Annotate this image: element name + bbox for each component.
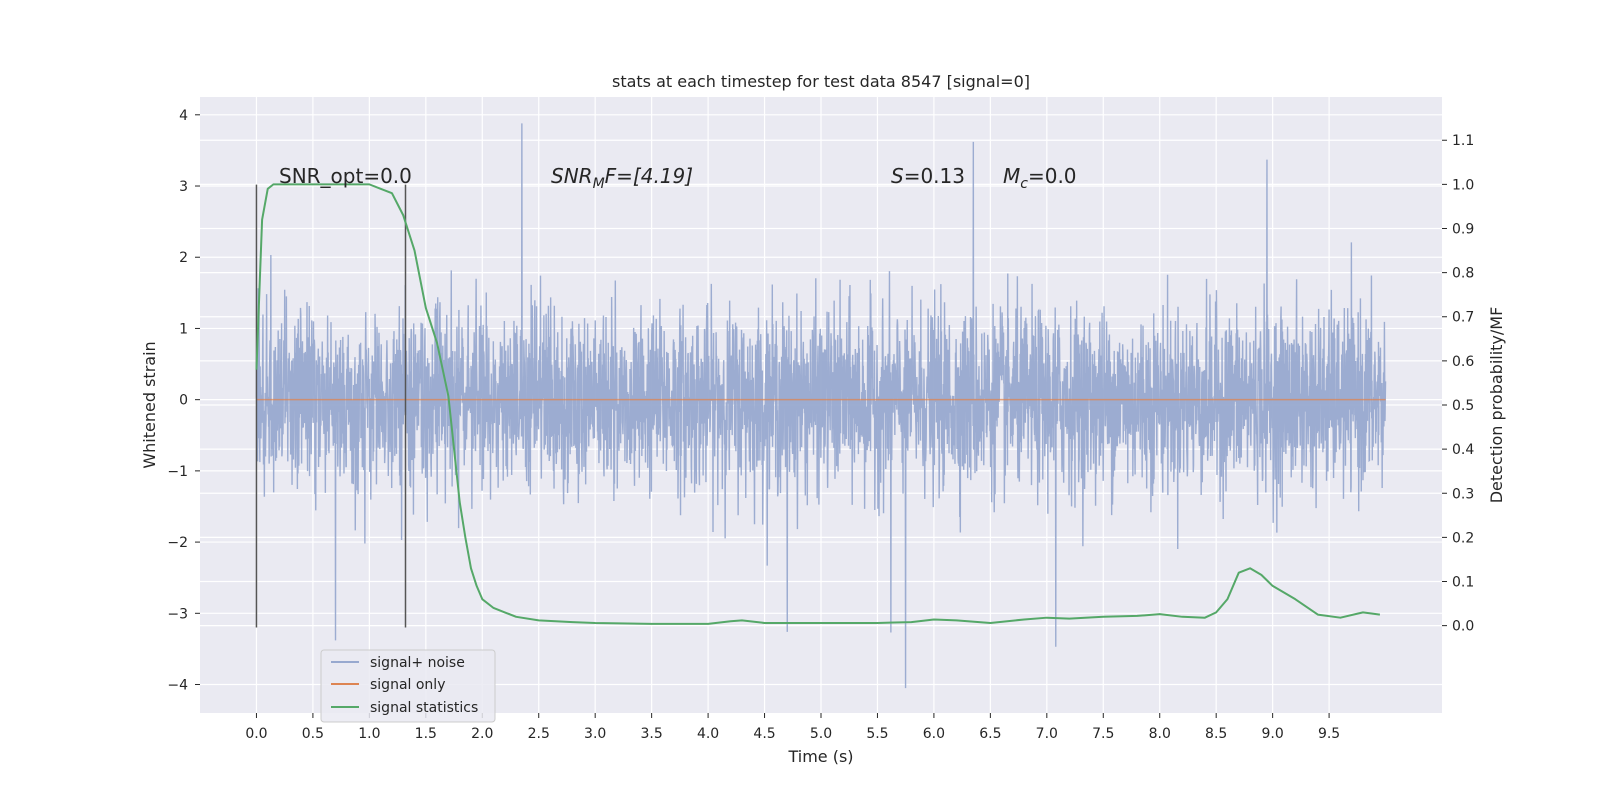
annotation-s-value: =0.13: [904, 164, 965, 188]
annotation-mc-value: =0.0: [1028, 164, 1077, 188]
y2-tick-label: 0.8: [1452, 266, 1474, 282]
y2-tick-label: 0.0: [1452, 619, 1474, 635]
x-tick-label: 1.0: [358, 726, 380, 742]
x-tick-label: 3.5: [641, 726, 663, 742]
y2-tick-label: 0.2: [1452, 530, 1474, 546]
signal-statistics-line: [255, 183, 1381, 625]
series-signal-statistics: [255, 183, 1381, 625]
annotation-snr-mf: SNRMF=[4.19]: [551, 164, 693, 192]
y2-axis-label: Detection probability/MF: [1487, 307, 1506, 504]
x-axis-label: Time (s): [787, 747, 853, 766]
x-tick-label: 9.5: [1318, 726, 1340, 742]
y-tick-label: −4: [167, 678, 188, 694]
y-tick-label: 2: [179, 250, 188, 266]
legend: signal+ noise signal only signal statist…: [320, 649, 496, 723]
annotation-snr-mf-subscript: M: [593, 176, 605, 192]
y2-tick-label: 0.9: [1452, 221, 1474, 237]
left-y-axis-ticks: 4 3 2 1 0 −1 −2 −3 −4: [167, 108, 200, 694]
y2-tick-label: 0.5: [1452, 398, 1474, 414]
y2-tick-label: 0.4: [1452, 442, 1474, 458]
y2-tick-label: 0.7: [1452, 310, 1474, 326]
annotation-mc-subscript: c: [1020, 176, 1028, 192]
x-tick-label: 9.0: [1262, 726, 1284, 742]
annotation-snr-mf-value: F=[4.19]: [605, 164, 693, 188]
right-y-axis-ticks: 1.1 1.0 0.9 0.8 0.7 0.6 0.5 0.4 0.3 0.2 0.1 0.0: [1442, 133, 1474, 635]
y-tick-label: 0: [179, 393, 188, 409]
x-tick-label: 8.5: [1205, 726, 1227, 742]
chart-title: stats at each timestep for test data 854…: [612, 72, 1030, 91]
legend-box: [320, 649, 496, 723]
x-tick-label: 1.5: [415, 726, 437, 742]
x-tick-label: 7.0: [1036, 726, 1058, 742]
legend-label-signal-statistics: signal statistics: [370, 700, 478, 716]
annotation-snr-mf-symbol: SNR: [551, 164, 593, 188]
y-tick-label: 3: [179, 179, 188, 195]
legend-label-signal-noise: signal+ noise: [370, 655, 465, 671]
y2-tick-label: 0.6: [1452, 354, 1474, 370]
x-tick-label: 4.5: [753, 726, 775, 742]
x-tick-label: 0.0: [245, 726, 267, 742]
y2-tick-label: 0.1: [1452, 575, 1474, 591]
x-tick-label: 2.0: [471, 726, 493, 742]
x-tick-label: 3.0: [584, 726, 606, 742]
legend-label-signal-only: signal only: [370, 677, 445, 693]
x-tick-label: 6.5: [979, 726, 1001, 742]
annotation-s-symbol: S: [891, 164, 904, 188]
x-tick-label: 0.5: [302, 726, 324, 742]
annotation-s: S=0.13: [891, 164, 965, 188]
x-axis-ticks: 0.0 0.5 1.0 1.5 2.0 2.5 3.0 3.5 4.0 4.5 5.0 5.5 6.0 6…: [245, 713, 1340, 742]
y-tick-label: 1: [179, 321, 188, 337]
y2-tick-label: 1.1: [1452, 133, 1474, 149]
annotation-mc-symbol: M: [1003, 164, 1020, 188]
y-tick-label: −1: [167, 464, 188, 480]
y-tick-label: 4: [179, 108, 188, 124]
x-tick-label: 2.5: [528, 726, 550, 742]
vertical-markers: [255, 184, 407, 628]
x-tick-label: 8.0: [1149, 726, 1171, 742]
y-tick-label: −2: [167, 535, 188, 551]
x-tick-label: 6.0: [923, 726, 945, 742]
x-tick-label: 7.5: [1092, 726, 1114, 742]
x-tick-label: 5.0: [810, 726, 832, 742]
x-tick-label: 5.5: [866, 726, 888, 742]
y-tick-label: −3: [167, 606, 188, 622]
y-axis-label: Whitened strain: [140, 341, 159, 468]
annotation-snr-opt: SNR_opt=0.0: [279, 164, 412, 188]
annotation-mc: Mc=0.0: [1003, 164, 1077, 192]
y2-tick-label: 1.0: [1452, 177, 1474, 193]
x-tick-label: 4.0: [697, 726, 719, 742]
y2-tick-label: 0.3: [1452, 486, 1474, 502]
